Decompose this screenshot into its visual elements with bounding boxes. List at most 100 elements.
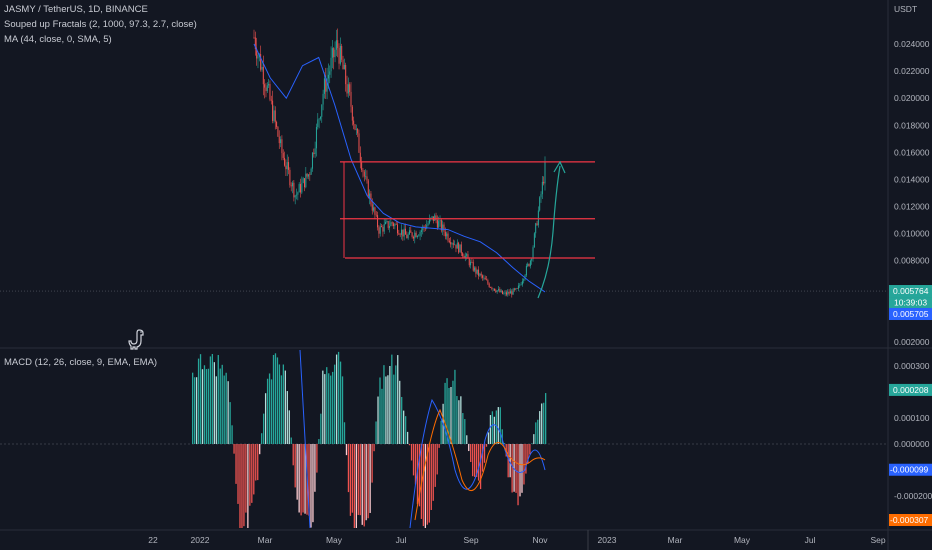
price-candle: [398, 233, 400, 235]
price-candle: [403, 228, 405, 237]
price-candle: [375, 214, 377, 216]
macd-bar: [333, 364, 336, 444]
price-candle: [254, 37, 256, 50]
arrow-path: [537, 165, 561, 299]
price-candle: [391, 222, 393, 224]
price-candle: [369, 193, 371, 198]
macd-bar: [304, 444, 306, 514]
legend-symbol[interactable]: JASMY / TetherUS, 1D, BINANCE: [4, 4, 148, 15]
price-candle: [378, 227, 380, 234]
macd-bar: [434, 444, 436, 487]
legend-macd[interactable]: MACD (12, 26, close, 9, EMA, EMA): [4, 357, 158, 368]
price-candle: [466, 254, 468, 256]
macd-tick: 0.000100: [894, 413, 930, 423]
macd-bar: [464, 419, 466, 444]
macd-bar: [446, 378, 448, 444]
countdown-tag: [889, 297, 932, 309]
macd-bar: [462, 413, 464, 444]
price-candle: [358, 133, 360, 153]
price-candle: [525, 265, 527, 276]
time-label: Mar: [258, 535, 273, 545]
macd-bar: [193, 377, 196, 444]
macd-bar: [320, 413, 322, 444]
price-candle: [317, 119, 319, 127]
price-candle: [496, 290, 498, 292]
macd-bar: [541, 403, 543, 444]
macd-bar: [448, 387, 450, 444]
price-candle: [351, 106, 353, 121]
price-candle: [426, 225, 428, 229]
macd-bar: [412, 444, 415, 476]
price-candle: [353, 120, 355, 125]
time-label: 2023: [598, 535, 617, 545]
price-candle: [411, 232, 413, 237]
price-candle: [333, 48, 335, 58]
macd-bar: [379, 377, 381, 444]
price-candle: [400, 229, 402, 235]
macd-bar: [227, 381, 229, 444]
macd-bar: [288, 410, 290, 444]
price-candle: [459, 244, 461, 253]
signal-value-text: -0.000307: [890, 515, 929, 525]
price-candle: [309, 174, 311, 176]
price-candle: [491, 287, 493, 289]
price-candle: [290, 185, 292, 187]
price-candle: [262, 66, 264, 85]
price-candle: [533, 233, 535, 248]
macd-bar: [355, 444, 357, 528]
price-candle: [456, 242, 458, 249]
macd-bar: [517, 444, 519, 506]
macd-bar: [543, 402, 545, 444]
macd-bar: [266, 378, 269, 444]
signal-line: [414, 408, 546, 521]
price-candle: [513, 288, 515, 290]
legend-ma[interactable]: MA (44, close, 0, SMA, 5): [4, 34, 112, 45]
macd-bar: [450, 387, 452, 444]
macd-histogram: [192, 351, 547, 528]
macd-bar: [525, 444, 527, 474]
macd-bar: [499, 407, 501, 444]
macd-bar: [475, 444, 478, 477]
price-candle: [276, 121, 278, 127]
price-candle: [296, 194, 298, 196]
macd-bar: [322, 370, 324, 444]
price-candle: [438, 221, 440, 228]
price-candle: [260, 54, 262, 70]
macd-bar: [308, 444, 310, 516]
price-candle: [313, 152, 315, 155]
price-candle: [393, 223, 395, 226]
macd-bar: [280, 375, 283, 444]
price-candle: [499, 289, 501, 293]
time-label: Jul: [396, 535, 407, 545]
price-candle: [347, 84, 349, 94]
price-candle: [362, 169, 364, 172]
dinosaur-icon[interactable]: [128, 328, 148, 350]
macd-bar: [513, 444, 515, 492]
axes: USDT 0.024000 0.022000 0.020000 0.018000 0.01…: [148, 4, 932, 545]
macd-bar: [426, 444, 428, 525]
macd-bar: [239, 444, 241, 528]
macd-bar: [511, 444, 513, 493]
macd-bar: [410, 444, 413, 461]
price-candle: [349, 84, 351, 92]
price-candle: [406, 234, 408, 239]
price-candle: [306, 173, 308, 177]
macd-bar: [223, 375, 225, 444]
price-candle: [446, 233, 448, 237]
macd-bar: [365, 444, 367, 521]
macd-bar: [349, 444, 352, 516]
price-candle: [310, 168, 312, 175]
macd-bar: [422, 444, 425, 527]
legend-fractals[interactable]: Souped up Fractals (2, 1000, 97.3, 2.7, …: [4, 19, 197, 30]
macd-bar: [515, 444, 517, 493]
price-candle: [325, 78, 327, 92]
macd-bar: [503, 443, 505, 444]
price-candle: [541, 181, 543, 195]
price-candle: [488, 283, 490, 288]
price-candle: [420, 230, 422, 232]
macd-bar: [468, 444, 470, 452]
price-candle: [412, 236, 414, 239]
macd-bar: [286, 391, 288, 444]
price-candle: [383, 223, 385, 232]
